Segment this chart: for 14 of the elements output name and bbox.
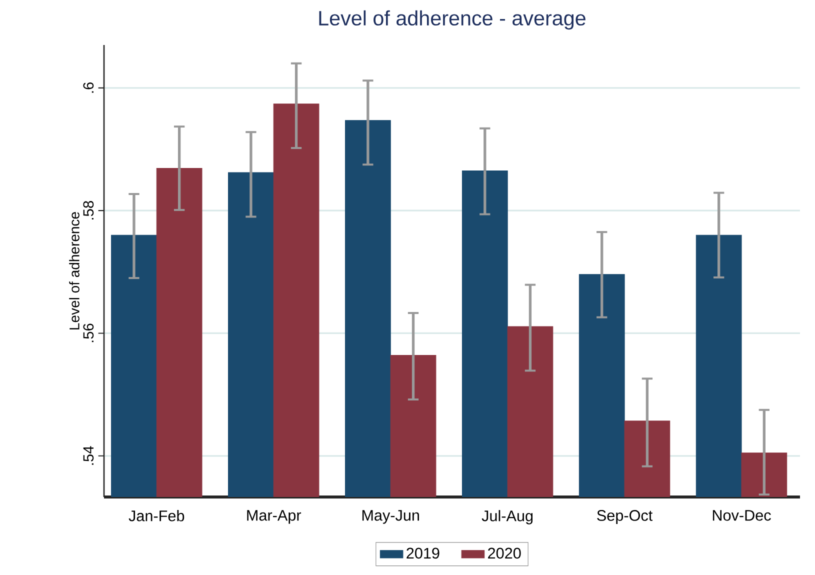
legend-label: 2020 [488,548,521,559]
x-tick-label: May-Jun [362,510,419,524]
y-tick-label: .56 [83,324,94,342]
x-tick-label: Nov-Dec [712,510,771,521]
chart-title: Level of adherence - average [319,10,586,30]
y-axis-title: Level of adherence [69,212,80,330]
y-tick-label: .54 [83,446,94,465]
x-tick-label: Sep-Oct [597,510,653,524]
x-tick-label: Jul-Aug [482,510,533,524]
x-tick-label: Mar-Apr [247,510,302,524]
y-tick-label: .6 [83,82,94,93]
x-tick-label: Jan-Feb [128,510,184,522]
y-tick-label: .58 [83,201,94,220]
legend-label: 2019 [406,548,440,559]
